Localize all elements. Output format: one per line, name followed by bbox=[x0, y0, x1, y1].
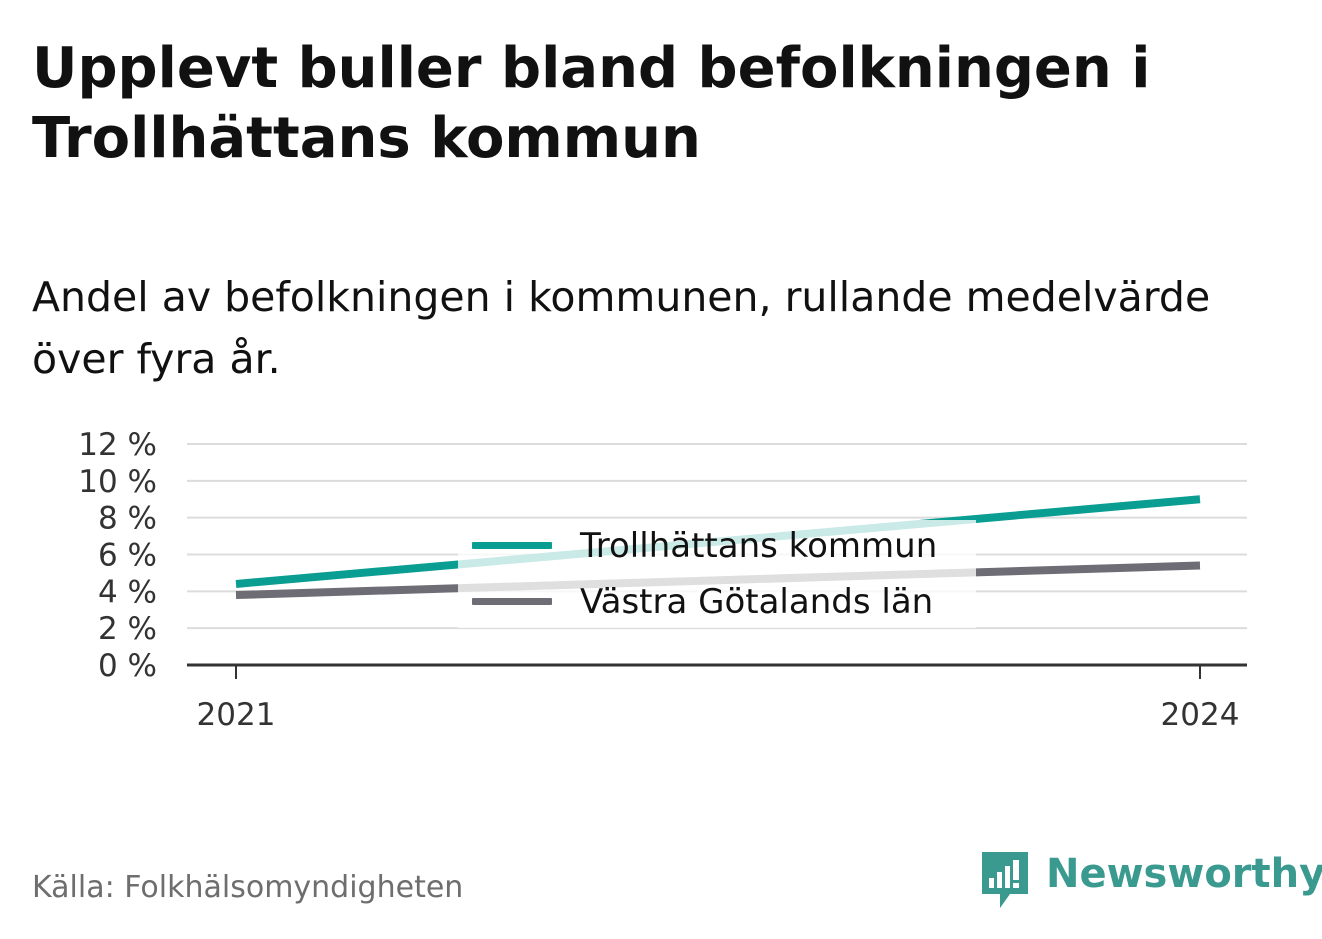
legend-label: Västra Götalands län bbox=[580, 582, 934, 622]
brand-logo[interactable]: Newsworthy bbox=[980, 848, 1322, 912]
y-tick-label: 0 % bbox=[98, 648, 157, 684]
legend: Trollhättans kommun Västra Götalands län bbox=[458, 520, 976, 628]
source-note: Källa: Folkhälsomyndigheten bbox=[32, 870, 464, 905]
y-tick-label: 8 % bbox=[98, 501, 157, 537]
y-axis-ticks: 0 %2 %4 %6 %8 %10 %12 % bbox=[78, 427, 157, 684]
y-tick-label: 6 % bbox=[98, 538, 157, 574]
y-tick-label: 2 % bbox=[98, 611, 157, 647]
legend-swatch bbox=[472, 598, 552, 605]
x-tick-label: 2021 bbox=[197, 697, 276, 733]
y-tick-label: 10 % bbox=[78, 464, 157, 500]
y-tick-label: 4 % bbox=[98, 574, 157, 610]
y-tick-label: 12 % bbox=[78, 427, 157, 463]
chart-title: Upplevt buller bland befolkningen i Trol… bbox=[32, 36, 1151, 171]
x-tick-label: 2024 bbox=[1161, 697, 1240, 733]
chart-bubble-icon bbox=[982, 852, 1028, 908]
brand-name: Newsworthy bbox=[1046, 851, 1322, 897]
x-axis-ticks: 2021 2024 bbox=[197, 665, 1240, 733]
legend-label: Trollhättans kommun bbox=[580, 526, 938, 566]
chart-subtitle: Andel av befolkningen i kommunen, rullan… bbox=[32, 273, 1211, 383]
legend-swatch bbox=[472, 542, 552, 549]
